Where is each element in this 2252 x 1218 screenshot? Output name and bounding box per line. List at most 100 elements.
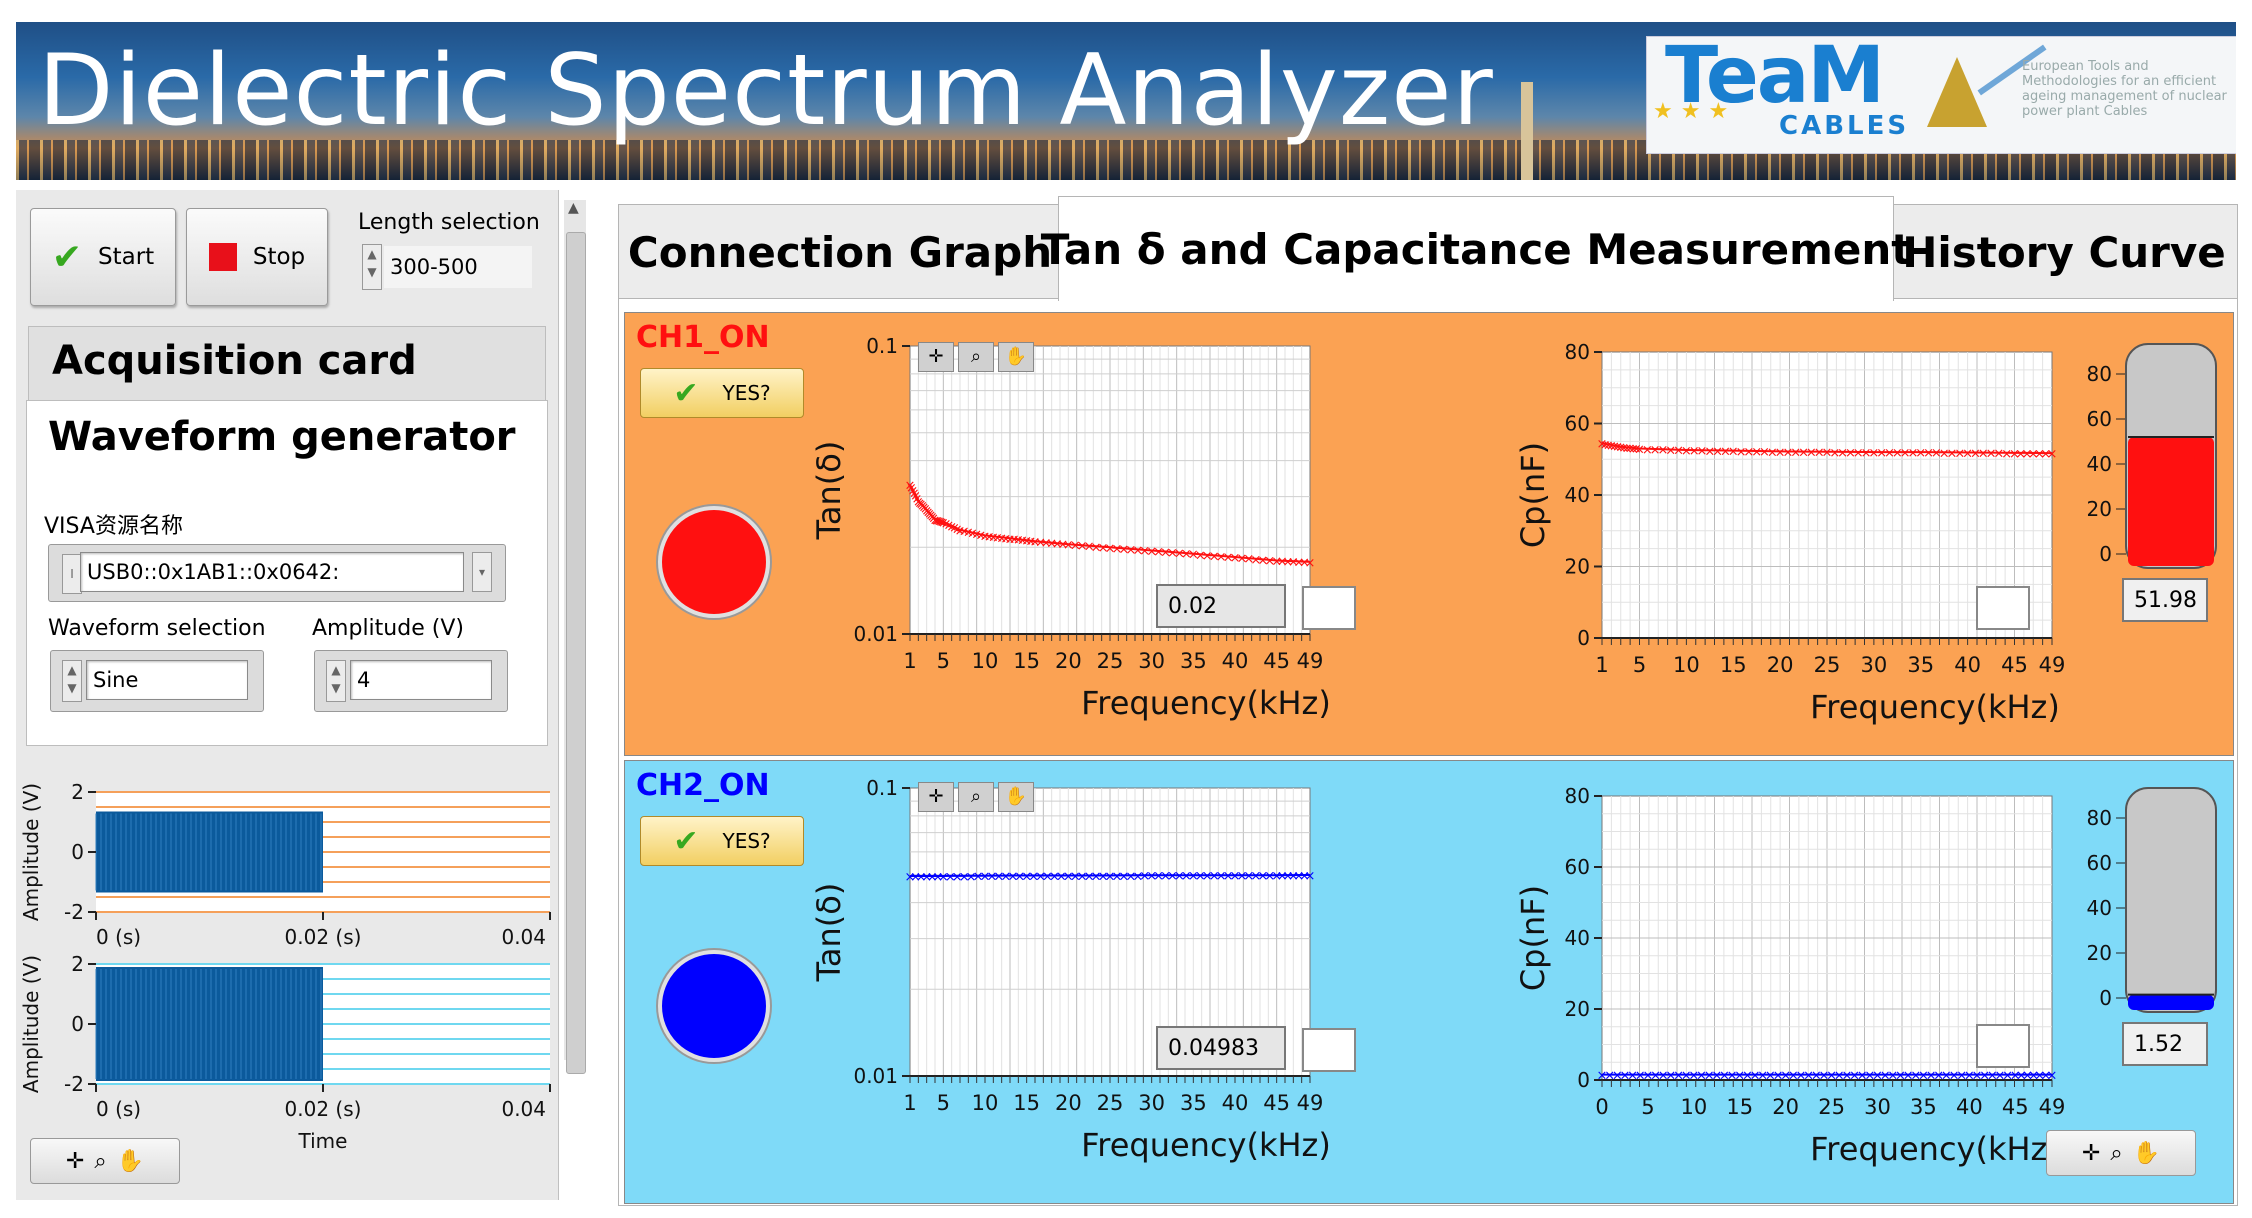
ch2-tan-xtick-label: 35 xyxy=(1180,1091,1207,1115)
ch1-tan-point: × xyxy=(1041,536,1052,551)
pan-icon[interactable]: ✋ xyxy=(2132,1140,2161,1166)
amplitude-label: Amplitude (V) xyxy=(312,616,464,641)
ch2-cp-plot-legend-icon[interactable] xyxy=(1976,1024,2030,1068)
waveform-selection-input[interactable]: Sine xyxy=(86,660,248,700)
ch2-tan-point: × xyxy=(910,870,921,885)
ch1-cp-point: × xyxy=(1600,438,1611,453)
ch1-cp-point: × xyxy=(1962,446,1973,461)
zoom-icon[interactable]: ⌕ xyxy=(94,1148,107,1174)
scroll-up-icon[interactable]: ▲ xyxy=(568,200,579,216)
zoom-icon[interactable]: ⌕ xyxy=(958,782,994,812)
ch1-tan-point: × xyxy=(1188,548,1199,563)
length-selection-input[interactable]: 300-500 xyxy=(384,246,532,288)
ch1-tan-xtick-label: 49 xyxy=(1297,649,1324,673)
ch1-tan-plot-legend-icon[interactable] xyxy=(1302,586,1356,630)
ch2-cp-xtick-label: 45 xyxy=(2002,1095,2029,1119)
ch2-tan-xtick-label: 30 xyxy=(1138,1091,1165,1115)
ch1-tan-point: × xyxy=(1070,539,1081,554)
ch2-cp-point: × xyxy=(1818,1069,1829,1084)
waveform-spinner[interactable]: ▲ ▼ xyxy=(62,660,82,702)
tab-connection-graph[interactable]: Connection Graph xyxy=(618,204,1062,299)
ch2-cp-ytick-label: 20 xyxy=(1565,997,1590,1021)
zoom-icon[interactable]: ⌕ xyxy=(958,342,994,372)
ch1-cp-point: × xyxy=(1736,445,1747,460)
wave-top-ytick-label: 2 xyxy=(71,780,84,804)
ch1-graph-toolbar[interactable]: ✛ ⌕ ✋ xyxy=(918,342,1034,372)
ch2-tan-point: × xyxy=(1216,869,1227,884)
ch1-cp-point: × xyxy=(1642,443,1653,458)
pan-icon[interactable]: ✋ xyxy=(998,342,1034,372)
length-spinner[interactable]: ▲ ▼ xyxy=(362,244,382,290)
ch2-cp-point: × xyxy=(1979,1069,1990,1084)
ch2-tan-point: × xyxy=(932,870,943,885)
visa-dropdown-icon[interactable]: ▾ xyxy=(472,552,492,592)
crosshair-icon[interactable]: ✛ xyxy=(918,782,954,812)
ch1-tan-xtick-label: 35 xyxy=(1180,649,1207,673)
crosshair-icon[interactable]: ✛ xyxy=(918,342,954,372)
ch1-tan-xtick-label: 25 xyxy=(1097,649,1124,673)
ch2-cp-graph-toolbar[interactable]: ✛ ⌕ ✋ xyxy=(2046,1130,2196,1176)
left-scrollbar-thumb[interactable] xyxy=(566,232,586,1074)
ch1-tan-point: × xyxy=(992,531,1003,546)
ch2-tan-plot-legend-icon[interactable] xyxy=(1302,1028,1356,1072)
ch2-cp-point: × xyxy=(1788,1069,1799,1084)
ch1-tan-point: × xyxy=(1264,554,1275,569)
ch1-cp-point: × xyxy=(2028,447,2039,462)
wave-bottom-xlabel: Time xyxy=(298,1129,348,1153)
ch2-yes-button[interactable]: ✔ YES? xyxy=(640,816,804,866)
start-button[interactable]: ✔ Start xyxy=(30,208,176,306)
ch2-cp-xtick-label: 30 xyxy=(1864,1095,1891,1119)
ch1-tan-point: × xyxy=(952,522,963,537)
ch2-graph-toolbar[interactable]: ✛ ⌕ ✋ xyxy=(918,782,1034,812)
ch1-yes-button[interactable]: ✔ YES? xyxy=(640,368,804,418)
logo-tagline: European Tools and Methodologies for an … xyxy=(2022,59,2227,119)
ch1-tan-point: × xyxy=(936,515,947,530)
ch2-tan-xtick-label: 5 xyxy=(937,1091,950,1115)
ch1-tan-ytick-label: 0.01 xyxy=(853,622,898,646)
tab-history-curve[interactable]: History Curve xyxy=(1890,204,2238,299)
ch1-tan-point: × xyxy=(1009,533,1020,548)
ch1-tan-point: × xyxy=(928,512,939,527)
ch1-tan-point: × xyxy=(1013,533,1024,548)
amplitude-input[interactable]: 4 xyxy=(350,660,492,700)
ch1-tan-point: × xyxy=(946,520,957,535)
ch1-tan-point: × xyxy=(1195,548,1206,563)
ch1-cp-point: × xyxy=(1612,440,1623,455)
waveform-graph-toolbar[interactable]: ✛ ⌕ ✋ xyxy=(30,1138,180,1184)
ch1-tan-point: × xyxy=(941,517,952,532)
logo-mark-icon xyxy=(1927,57,1987,127)
ch1-tan-point: × xyxy=(1271,554,1282,569)
crosshair-icon[interactable]: ✛ xyxy=(65,1148,85,1174)
stop-button[interactable]: Stop xyxy=(186,208,328,306)
ch1-cp-series-line xyxy=(1601,442,2053,455)
acquisition-card-tab[interactable] xyxy=(28,326,546,402)
wave-bottom-xtick-label: 0 (s) xyxy=(96,1097,141,1121)
ch2-tan-point: × xyxy=(1056,869,1067,884)
ch2-tan-point: × xyxy=(1293,869,1304,884)
ch2-cp-xtick-label: 25 xyxy=(1818,1095,1845,1119)
crosshair-icon[interactable]: ✛ xyxy=(2081,1140,2101,1166)
ch2-cp-point: × xyxy=(1872,1069,1883,1084)
tab-tan-capacitance[interactable]: Tan δ and Capacitance Measurement xyxy=(1041,196,1911,301)
amplitude-spinner[interactable]: ▲ ▼ xyxy=(326,660,346,702)
ch2-cp-point: × xyxy=(1727,1069,1738,1084)
ch1-cp-point: × xyxy=(1923,446,1934,461)
ch2-cp-xtick-label: 5 xyxy=(1641,1095,1654,1119)
visa-resource-input[interactable]: USB0::0x1AB1::0x0642: xyxy=(80,552,464,592)
zoom-icon[interactable]: ⌕ xyxy=(2110,1140,2123,1166)
pan-icon[interactable]: ✋ xyxy=(998,782,1034,812)
wave-bottom-ylabel: Amplitude (V) xyxy=(19,955,43,1093)
ch1-cp-point: × xyxy=(1876,446,1887,461)
ch1-tan-point: × xyxy=(1098,541,1109,556)
ch1-cp-point: × xyxy=(1628,442,1639,457)
ch1-cp-plot-legend-icon[interactable] xyxy=(1976,586,2030,630)
ch1-cp-point: × xyxy=(1689,444,1700,459)
ch2-tan-point: × xyxy=(1111,869,1122,884)
ch1-cp-point: × xyxy=(1625,442,1636,457)
ch1-tan-point: × xyxy=(1077,539,1088,554)
ch1-tan-point: × xyxy=(910,489,921,504)
pan-icon[interactable]: ✋ xyxy=(116,1148,145,1174)
ch2-tan-point: × xyxy=(1181,869,1192,884)
ch1-cp-point: × xyxy=(1622,441,1633,456)
ch1-cp-point: × xyxy=(1837,446,1848,461)
